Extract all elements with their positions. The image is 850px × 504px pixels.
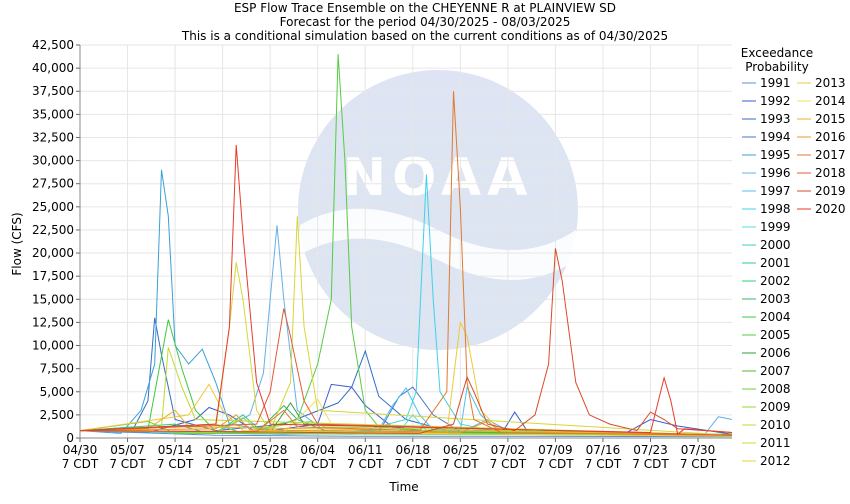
legend-label-1998: 1998 xyxy=(760,202,791,216)
y-tick-label: 12,500 xyxy=(32,315,74,329)
legend-label-2003: 2003 xyxy=(760,292,791,306)
x-tick-label: 05/14 xyxy=(158,443,193,457)
legend-label-2004: 2004 xyxy=(760,310,791,324)
x-tick-sublabel: 7 CDT xyxy=(252,457,289,471)
x-tick-label: 06/25 xyxy=(443,443,478,457)
legend-label-2009: 2009 xyxy=(760,400,791,414)
legend-label-2016: 2016 xyxy=(815,130,846,144)
y-tick-label: 37,500 xyxy=(32,84,74,98)
series-line-2013 xyxy=(79,320,733,436)
legend-label-2017: 2017 xyxy=(815,148,846,162)
legend-label-1999: 1999 xyxy=(760,220,791,234)
legend-label-1992: 1992 xyxy=(760,94,791,108)
series-line-2009 xyxy=(79,417,733,436)
y-tick-label: 42,500 xyxy=(32,38,74,52)
x-tick-label: 07/02 xyxy=(491,443,526,457)
y-tick-label: 32,500 xyxy=(32,130,74,144)
x-tick-sublabel: 7 CDT xyxy=(632,457,669,471)
x-tick-sublabel: 7 CDT xyxy=(204,457,241,471)
series-line-2020 xyxy=(79,144,733,436)
legend-label-1997: 1997 xyxy=(760,184,791,198)
x-tick-label: 04/30 xyxy=(63,443,98,457)
y-tick-label: 15,000 xyxy=(32,292,74,306)
legend-title-line-2: Probability xyxy=(745,60,808,74)
x-tick-label: 05/07 xyxy=(110,443,145,457)
x-tick-label: 07/30 xyxy=(681,443,716,457)
legend-label-2012: 2012 xyxy=(760,454,791,468)
legend-label-2007: 2007 xyxy=(760,364,791,378)
y-axis-label: Flow (CFS) xyxy=(10,212,24,275)
legend-label-1993: 1993 xyxy=(760,112,791,126)
x-tick-sublabel: 7 CDT xyxy=(395,457,432,471)
legend-label-2013: 2013 xyxy=(815,76,846,90)
legend-label-2018: 2018 xyxy=(815,166,846,180)
legend-label-2011: 2011 xyxy=(760,436,791,450)
chart-title-line-1: ESP Flow Trace Ensemble on the CHEYENNE … xyxy=(234,1,616,15)
x-tick-sublabel: 7 CDT xyxy=(300,457,337,471)
y-tick-label: 22,500 xyxy=(32,223,74,237)
legend: Exceedance Probability 1991 1992 1993 1994 1… xyxy=(741,46,846,468)
y-tick-label: 40,000 xyxy=(32,61,74,75)
legend-label-2000: 2000 xyxy=(760,238,791,252)
y-tick-label: 7,500 xyxy=(40,362,74,376)
y-tick-label: 2,500 xyxy=(40,408,74,422)
legend-label-2005: 2005 xyxy=(760,328,791,342)
x-tick-sublabel: 7 CDT xyxy=(62,457,99,471)
x-tick-sublabel: 7 CDT xyxy=(537,457,574,471)
legend-label-2014: 2014 xyxy=(815,94,846,108)
series-line-2016 xyxy=(79,414,733,436)
chart-titles: ESP Flow Trace Ensemble on the CHEYENNE … xyxy=(181,1,668,43)
x-tick-label: 07/09 xyxy=(538,443,573,457)
chart-title-line-3: This is a conditional simulation based o… xyxy=(181,29,668,43)
x-tick-sublabel: 7 CDT xyxy=(490,457,527,471)
x-tick-sublabel: 7 CDT xyxy=(585,457,622,471)
y-tick-label: 17,500 xyxy=(32,269,74,283)
x-tick-sublabel: 7 CDT xyxy=(442,457,479,471)
legend-label-2001: 2001 xyxy=(760,256,791,270)
x-tick-sublabel: 7 CDT xyxy=(157,457,194,471)
x-tick-label: 06/18 xyxy=(395,443,430,457)
legend-label-2008: 2008 xyxy=(760,382,791,396)
chart-title-line-2: Forecast for the period 04/30/2025 - 08/… xyxy=(280,15,571,29)
legend-title-line-1: Exceedance xyxy=(741,46,813,60)
y-tick-label: 27,500 xyxy=(32,177,74,191)
x-tick-label: 06/04 xyxy=(300,443,335,457)
svg-text:NOAA: NOAA xyxy=(343,148,534,208)
legend-label-1995: 1995 xyxy=(760,148,791,162)
legend-label-2010: 2010 xyxy=(760,418,791,432)
x-tick-sublabel: 7 CDT xyxy=(680,457,717,471)
legend-label-2006: 2006 xyxy=(760,346,791,360)
x-tick-sublabel: 7 CDT xyxy=(347,457,384,471)
x-tick-label: 06/11 xyxy=(348,443,383,457)
legend-label-2002: 2002 xyxy=(760,274,791,288)
noaa-watermark-logo: NOAA xyxy=(298,70,578,350)
legend-label-1994: 1994 xyxy=(760,130,791,144)
y-tick-label: 0 xyxy=(66,431,74,445)
plot-area: 0 2,500 5,000 7,500 10,000 12,500 15,000 17,500… xyxy=(32,38,733,471)
y-tick-label: 20,000 xyxy=(32,246,74,260)
series-line-2017 xyxy=(79,91,733,436)
x-tick-label: 07/23 xyxy=(633,443,668,457)
series-line-1991 xyxy=(79,430,733,438)
legend-label-2020: 2020 xyxy=(815,202,846,216)
x-tick-label: 05/28 xyxy=(253,443,288,457)
y-tick-label: 30,000 xyxy=(32,154,74,168)
x-tick-label: 07/16 xyxy=(586,443,621,457)
y-tick-label: 5,000 xyxy=(40,385,74,399)
legend-label-2019: 2019 xyxy=(815,184,846,198)
y-tick-label: 35,000 xyxy=(32,107,74,121)
x-tick-label: 05/21 xyxy=(205,443,240,457)
x-axis-label: Time xyxy=(388,480,418,494)
y-tick-label: 25,000 xyxy=(32,200,74,214)
legend-label-1991: 1991 xyxy=(760,76,791,90)
legend-label-1996: 1996 xyxy=(760,166,791,180)
legend-label-2015: 2015 xyxy=(815,112,846,126)
series-line-2018 xyxy=(79,308,733,436)
y-tick-label: 10,000 xyxy=(32,339,74,353)
series-line-2019 xyxy=(79,248,733,434)
x-tick-sublabel: 7 CDT xyxy=(109,457,146,471)
